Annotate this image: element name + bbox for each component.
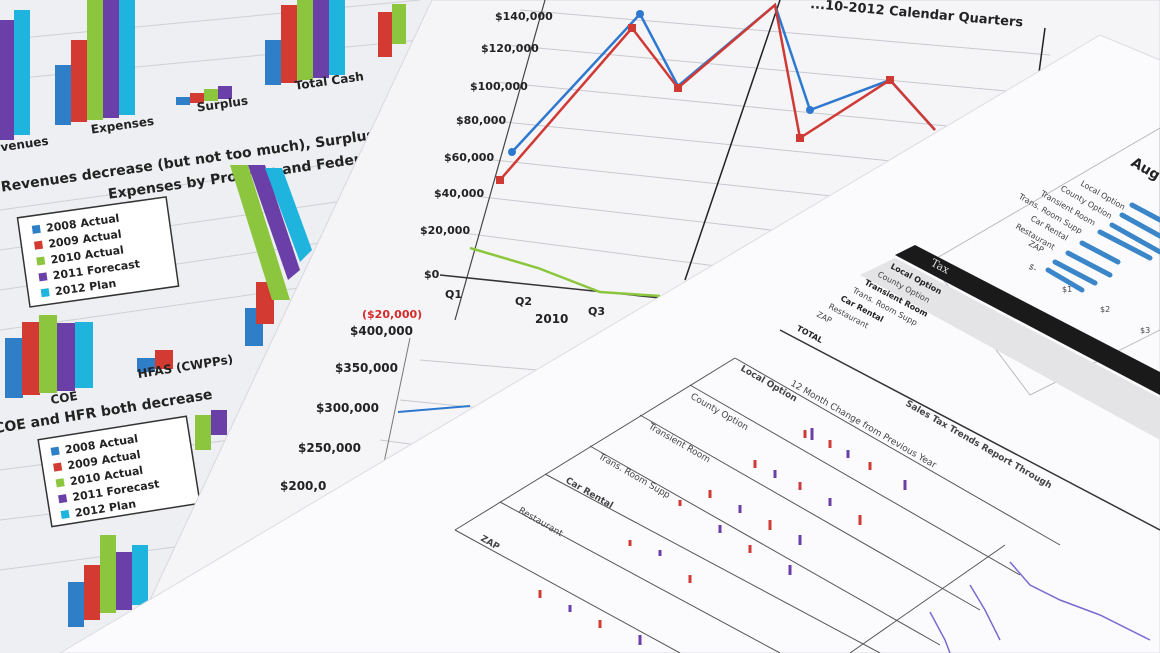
category-label: venues <box>0 134 49 155</box>
trend-sparkbars <box>538 428 907 645</box>
trend-table-grid <box>454 357 1061 653</box>
x-tick: Q3 <box>588 305 605 318</box>
axis-tick: $1 <box>1062 285 1072 294</box>
aug-bars <box>1045 202 1160 293</box>
y-tick: $60,000 <box>444 151 494 164</box>
y-tick: $100,000 <box>470 80 528 93</box>
divider-line <box>684 0 781 281</box>
category-label: COE <box>50 389 79 407</box>
y-tick: $350,000 <box>335 361 398 375</box>
bar-label: $- <box>1027 262 1039 274</box>
line-series-green <box>469 246 661 298</box>
trend-sparklines <box>929 561 1151 653</box>
axis-tick: $2 <box>1100 305 1110 314</box>
x-group-label: 2010 <box>535 312 568 326</box>
y-tick: $20,000 <box>420 224 470 237</box>
y-tick: $40,000 <box>434 187 484 200</box>
tax-header-bar <box>895 245 1160 395</box>
y-tick-negative: ($20,000) <box>362 308 422 321</box>
y-tick: $80,000 <box>456 114 506 127</box>
y-tick: $400,000 <box>350 324 413 338</box>
y-tick: $200,0 <box>280 479 326 493</box>
y-tick: $0 <box>424 268 440 281</box>
y-axis <box>454 0 546 321</box>
x-tick: Q1 <box>445 288 462 301</box>
y-tick: $120,000 <box>481 42 539 55</box>
legend: 2008 Actual 2009 Actual 2010 Actual 2011… <box>16 196 180 308</box>
sheet-right: Aug Local Option County Option Transient… <box>59 34 1160 653</box>
y-tick: $140,000 <box>495 10 553 23</box>
x-tick: Q2 <box>515 295 532 308</box>
y-tick: $250,000 <box>298 441 361 455</box>
legend: 2008 Actual 2009 Actual 2010 Actual 2011… <box>37 415 201 528</box>
axis-tick: $3 <box>1140 326 1150 335</box>
y-tick: $300,000 <box>316 401 379 415</box>
